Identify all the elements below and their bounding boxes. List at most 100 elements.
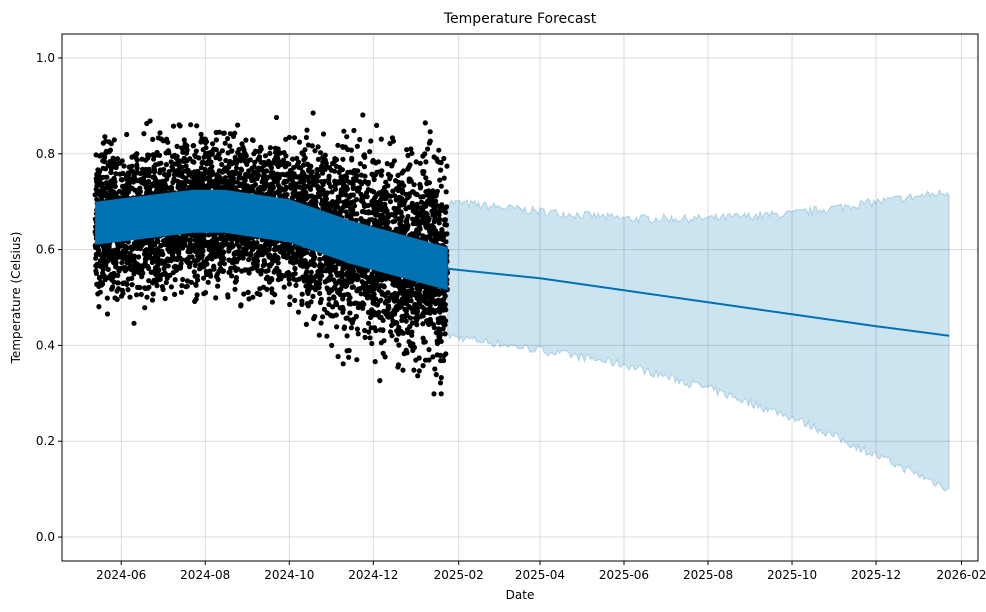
observed-point bbox=[182, 141, 188, 147]
observed-point bbox=[391, 307, 397, 313]
observed-point bbox=[200, 147, 206, 153]
observed-point bbox=[433, 330, 439, 336]
observed-point bbox=[199, 252, 205, 258]
observed-point bbox=[258, 146, 264, 152]
observed-point bbox=[213, 295, 219, 301]
observed-point bbox=[438, 338, 444, 344]
observed-point bbox=[187, 237, 193, 243]
observed-point bbox=[340, 296, 346, 302]
observed-point bbox=[226, 162, 232, 168]
observed-point bbox=[184, 278, 191, 284]
observed-point bbox=[410, 216, 416, 222]
observed-point bbox=[257, 246, 263, 252]
observed-point bbox=[96, 263, 102, 269]
observed-point bbox=[371, 325, 378, 331]
observed-point bbox=[362, 327, 368, 334]
observed-point bbox=[231, 186, 237, 192]
observed-point bbox=[213, 147, 219, 153]
observed-point bbox=[299, 301, 305, 307]
observed-point bbox=[324, 190, 330, 196]
observed-point bbox=[286, 281, 292, 287]
observed-point bbox=[260, 174, 266, 180]
observed-point bbox=[221, 130, 227, 136]
observed-point bbox=[367, 217, 373, 223]
observed-point bbox=[398, 218, 404, 224]
observed-point bbox=[198, 138, 204, 145]
observed-point bbox=[224, 168, 230, 174]
observed-point bbox=[192, 262, 198, 268]
observed-point bbox=[418, 184, 424, 190]
observed-point bbox=[351, 185, 357, 191]
observed-point bbox=[107, 147, 113, 153]
observed-point bbox=[351, 127, 357, 134]
observed-point bbox=[321, 306, 327, 312]
observed-point bbox=[149, 269, 155, 275]
observed-point bbox=[243, 171, 249, 178]
observed-point bbox=[408, 292, 414, 298]
observed-point bbox=[335, 179, 341, 185]
observed-point bbox=[390, 188, 396, 194]
observed-point bbox=[242, 151, 248, 157]
observed-point bbox=[153, 178, 160, 184]
observed-point bbox=[187, 260, 193, 266]
observed-point bbox=[379, 291, 385, 297]
observed-point bbox=[144, 120, 150, 127]
observed-point bbox=[438, 183, 444, 189]
observed-point bbox=[410, 309, 416, 315]
observed-point bbox=[359, 219, 365, 225]
observed-point bbox=[329, 189, 335, 195]
observed-point bbox=[335, 142, 341, 148]
observed-point bbox=[317, 276, 323, 282]
observed-point bbox=[268, 169, 274, 176]
observed-point bbox=[426, 321, 432, 327]
observed-point bbox=[318, 150, 324, 156]
observed-point bbox=[408, 305, 414, 311]
observed-point bbox=[193, 296, 199, 302]
observed-point bbox=[243, 137, 249, 143]
observed-point bbox=[335, 353, 341, 360]
observed-point bbox=[354, 211, 360, 217]
observed-point bbox=[302, 173, 309, 180]
observed-point bbox=[433, 198, 439, 204]
observed-point bbox=[287, 301, 293, 308]
observed-point bbox=[150, 136, 156, 142]
observed-point bbox=[222, 140, 228, 146]
observed-point bbox=[109, 248, 115, 254]
observed-point bbox=[235, 256, 241, 262]
observed-point bbox=[196, 155, 202, 161]
observed-point bbox=[358, 291, 364, 297]
observed-point bbox=[385, 211, 391, 217]
observed-point bbox=[335, 204, 341, 210]
observed-point bbox=[413, 191, 419, 197]
observed-point bbox=[233, 267, 239, 273]
observed-point bbox=[378, 283, 384, 289]
observed-point bbox=[211, 265, 217, 271]
observed-point bbox=[413, 230, 419, 236]
observed-point bbox=[424, 225, 430, 231]
observed-point bbox=[333, 281, 339, 287]
observed-point bbox=[129, 185, 135, 191]
observed-point bbox=[131, 271, 137, 277]
observed-point bbox=[343, 209, 349, 215]
observed-point bbox=[366, 284, 372, 290]
observed-point bbox=[105, 266, 111, 272]
observed-point bbox=[237, 170, 243, 176]
observed-point bbox=[365, 187, 371, 193]
observed-point bbox=[160, 178, 166, 184]
observed-point bbox=[120, 170, 126, 176]
observed-point bbox=[113, 192, 119, 198]
observed-point bbox=[295, 309, 302, 315]
observed-point bbox=[272, 145, 278, 151]
observed-point bbox=[233, 275, 239, 281]
observed-point bbox=[219, 161, 225, 168]
observed-point bbox=[188, 122, 194, 128]
observed-point bbox=[133, 170, 139, 176]
observed-point bbox=[293, 282, 299, 288]
observed-point bbox=[237, 152, 243, 158]
observed-point bbox=[405, 329, 411, 335]
observed-point bbox=[354, 277, 360, 283]
observed-point bbox=[95, 291, 101, 297]
observed-point bbox=[109, 286, 115, 292]
